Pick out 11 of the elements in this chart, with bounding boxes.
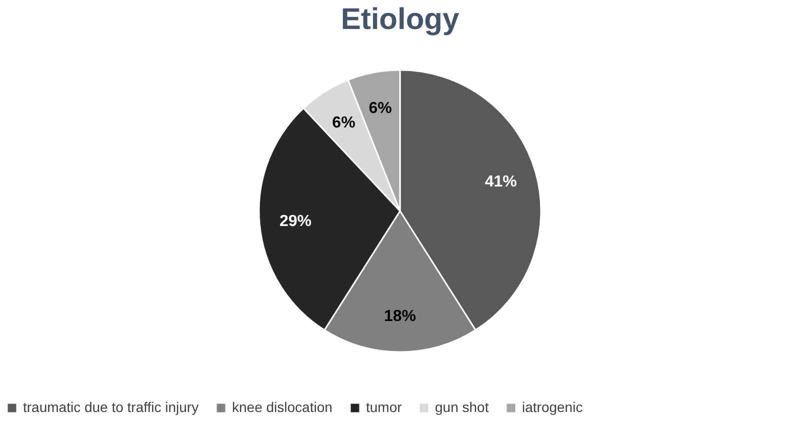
- legend-label: gun shot: [435, 399, 489, 415]
- data-label: 41%: [484, 174, 517, 191]
- data-label: 6%: [332, 114, 356, 132]
- legend-label: iatrogenic: [522, 399, 583, 415]
- legend-label: traumatic due to traffic injury: [23, 399, 199, 415]
- legend-label: knee dislocation: [232, 399, 332, 415]
- legend-label: tumor: [366, 399, 402, 415]
- chart-title: Etiology: [340, 3, 460, 36]
- data-label: 18%: [384, 308, 416, 325]
- data-label: 6%: [368, 100, 392, 117]
- data-label: 29%: [279, 212, 312, 230]
